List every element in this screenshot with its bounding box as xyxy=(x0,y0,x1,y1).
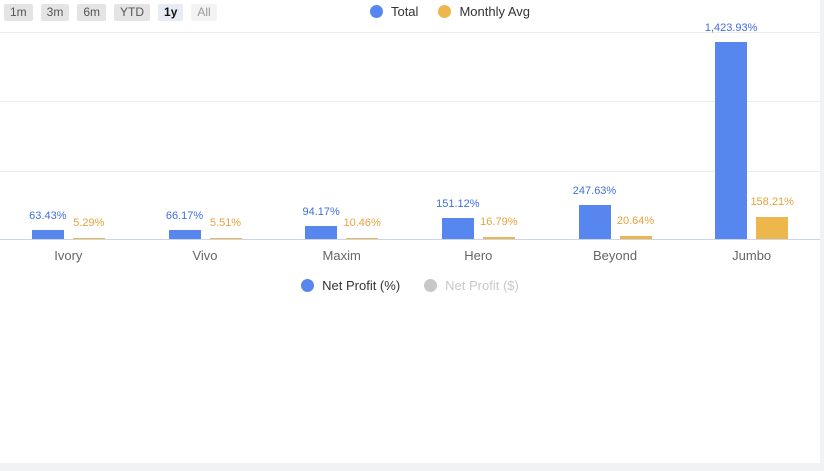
value-label-monthly-avg-hero: 16.79% xyxy=(480,215,518,228)
range-button-6m[interactable]: 6m xyxy=(77,4,107,21)
chart-card: 1m 3m 6m YTD 1y All Total Monthly Avg 63… xyxy=(0,0,820,463)
net-profit-pct-dot-icon xyxy=(301,279,315,292)
value-label-monthly-avg-maxim: 10.46% xyxy=(343,216,381,229)
category-label-vivo: Vivo xyxy=(192,248,218,263)
net-profit-usd-dot-icon xyxy=(424,279,438,292)
legend-item-label: Net Profit (%) xyxy=(322,278,401,293)
value-label-total-maxim: 94.17% xyxy=(302,205,340,218)
legend-item-monthly-avg[interactable]: Monthly Avg xyxy=(438,4,530,19)
bar-total-ivory[interactable] xyxy=(31,230,64,239)
range-button-3m[interactable]: 3m xyxy=(40,4,70,21)
metric-legend: Net Profit (%) Net Profit ($) xyxy=(0,278,820,293)
range-button-1m[interactable]: 1m xyxy=(4,4,33,21)
total-series-dot-icon xyxy=(369,5,383,18)
gridline-500 xyxy=(0,170,820,172)
plot-area: 63.43% 5.29% 66.17% 5.51% 94.17% 10.46% 151.12… xyxy=(0,22,820,240)
bar-total-hero[interactable] xyxy=(441,218,474,239)
value-label-monthly-avg-vivo: 5.51% xyxy=(209,217,242,230)
bar-total-beyond[interactable] xyxy=(578,204,611,239)
value-label-monthly-avg-ivory: 5.29% xyxy=(73,217,105,230)
category-label-jumbo: Jumbo xyxy=(732,248,772,263)
value-label-total-hero: 151.12% xyxy=(436,198,480,211)
bar-total-maxim[interactable] xyxy=(305,225,338,239)
legend-item-net-profit-pct[interactable]: Net Profit (%) xyxy=(301,278,400,293)
value-label-monthly-avg-jumbo: 158.21% xyxy=(750,196,794,209)
bar-total-jumbo[interactable] xyxy=(715,41,748,239)
legend-item-label: Net Profit ($) xyxy=(445,278,519,293)
legend-item-net-profit-usd[interactable]: Net Profit ($) xyxy=(424,278,519,293)
category-label-beyond: Beyond xyxy=(592,248,638,263)
monthly-avg-series-dot-icon xyxy=(438,5,452,18)
value-label-total-beyond: 247.63% xyxy=(572,184,617,197)
category-label-maxim: Maxim xyxy=(322,248,361,263)
legend-item-label: Monthly Avg xyxy=(459,4,531,19)
series-legend: Total Monthly Avg xyxy=(0,4,820,19)
value-label-total-ivory: 63.43% xyxy=(29,210,67,223)
gridline-1000 xyxy=(0,101,820,103)
range-button-1y[interactable]: 1y xyxy=(158,4,184,21)
range-button-ytd[interactable]: YTD xyxy=(114,4,151,21)
value-label-total-jumbo: 1,423.93% xyxy=(704,21,758,34)
bar-monthly-avg-vivo[interactable] xyxy=(209,238,242,239)
bar-monthly-avg-hero[interactable] xyxy=(482,236,515,239)
x-axis-labels: Ivory Vivo Maxim Hero Beyond Jumbo xyxy=(0,248,820,264)
legend-item-total[interactable]: Total xyxy=(369,4,419,19)
category-label-ivory: Ivory xyxy=(54,248,83,263)
value-label-monthly-avg-beyond: 20.64% xyxy=(616,215,655,228)
bar-monthly-avg-ivory[interactable] xyxy=(72,238,105,239)
value-label-total-vivo: 66.17% xyxy=(165,209,204,222)
bar-monthly-avg-maxim[interactable] xyxy=(346,237,379,239)
range-button-all[interactable]: All xyxy=(191,4,217,21)
gridline-1500 xyxy=(0,32,820,33)
bar-monthly-avg-beyond[interactable] xyxy=(619,236,652,239)
legend-item-label: Total xyxy=(390,4,419,19)
bar-total-vivo[interactable] xyxy=(168,229,201,239)
range-selector: 1m 3m 6m YTD 1y All xyxy=(4,4,217,21)
bar-monthly-avg-jumbo[interactable] xyxy=(756,217,789,239)
category-label-hero: Hero xyxy=(464,248,493,263)
